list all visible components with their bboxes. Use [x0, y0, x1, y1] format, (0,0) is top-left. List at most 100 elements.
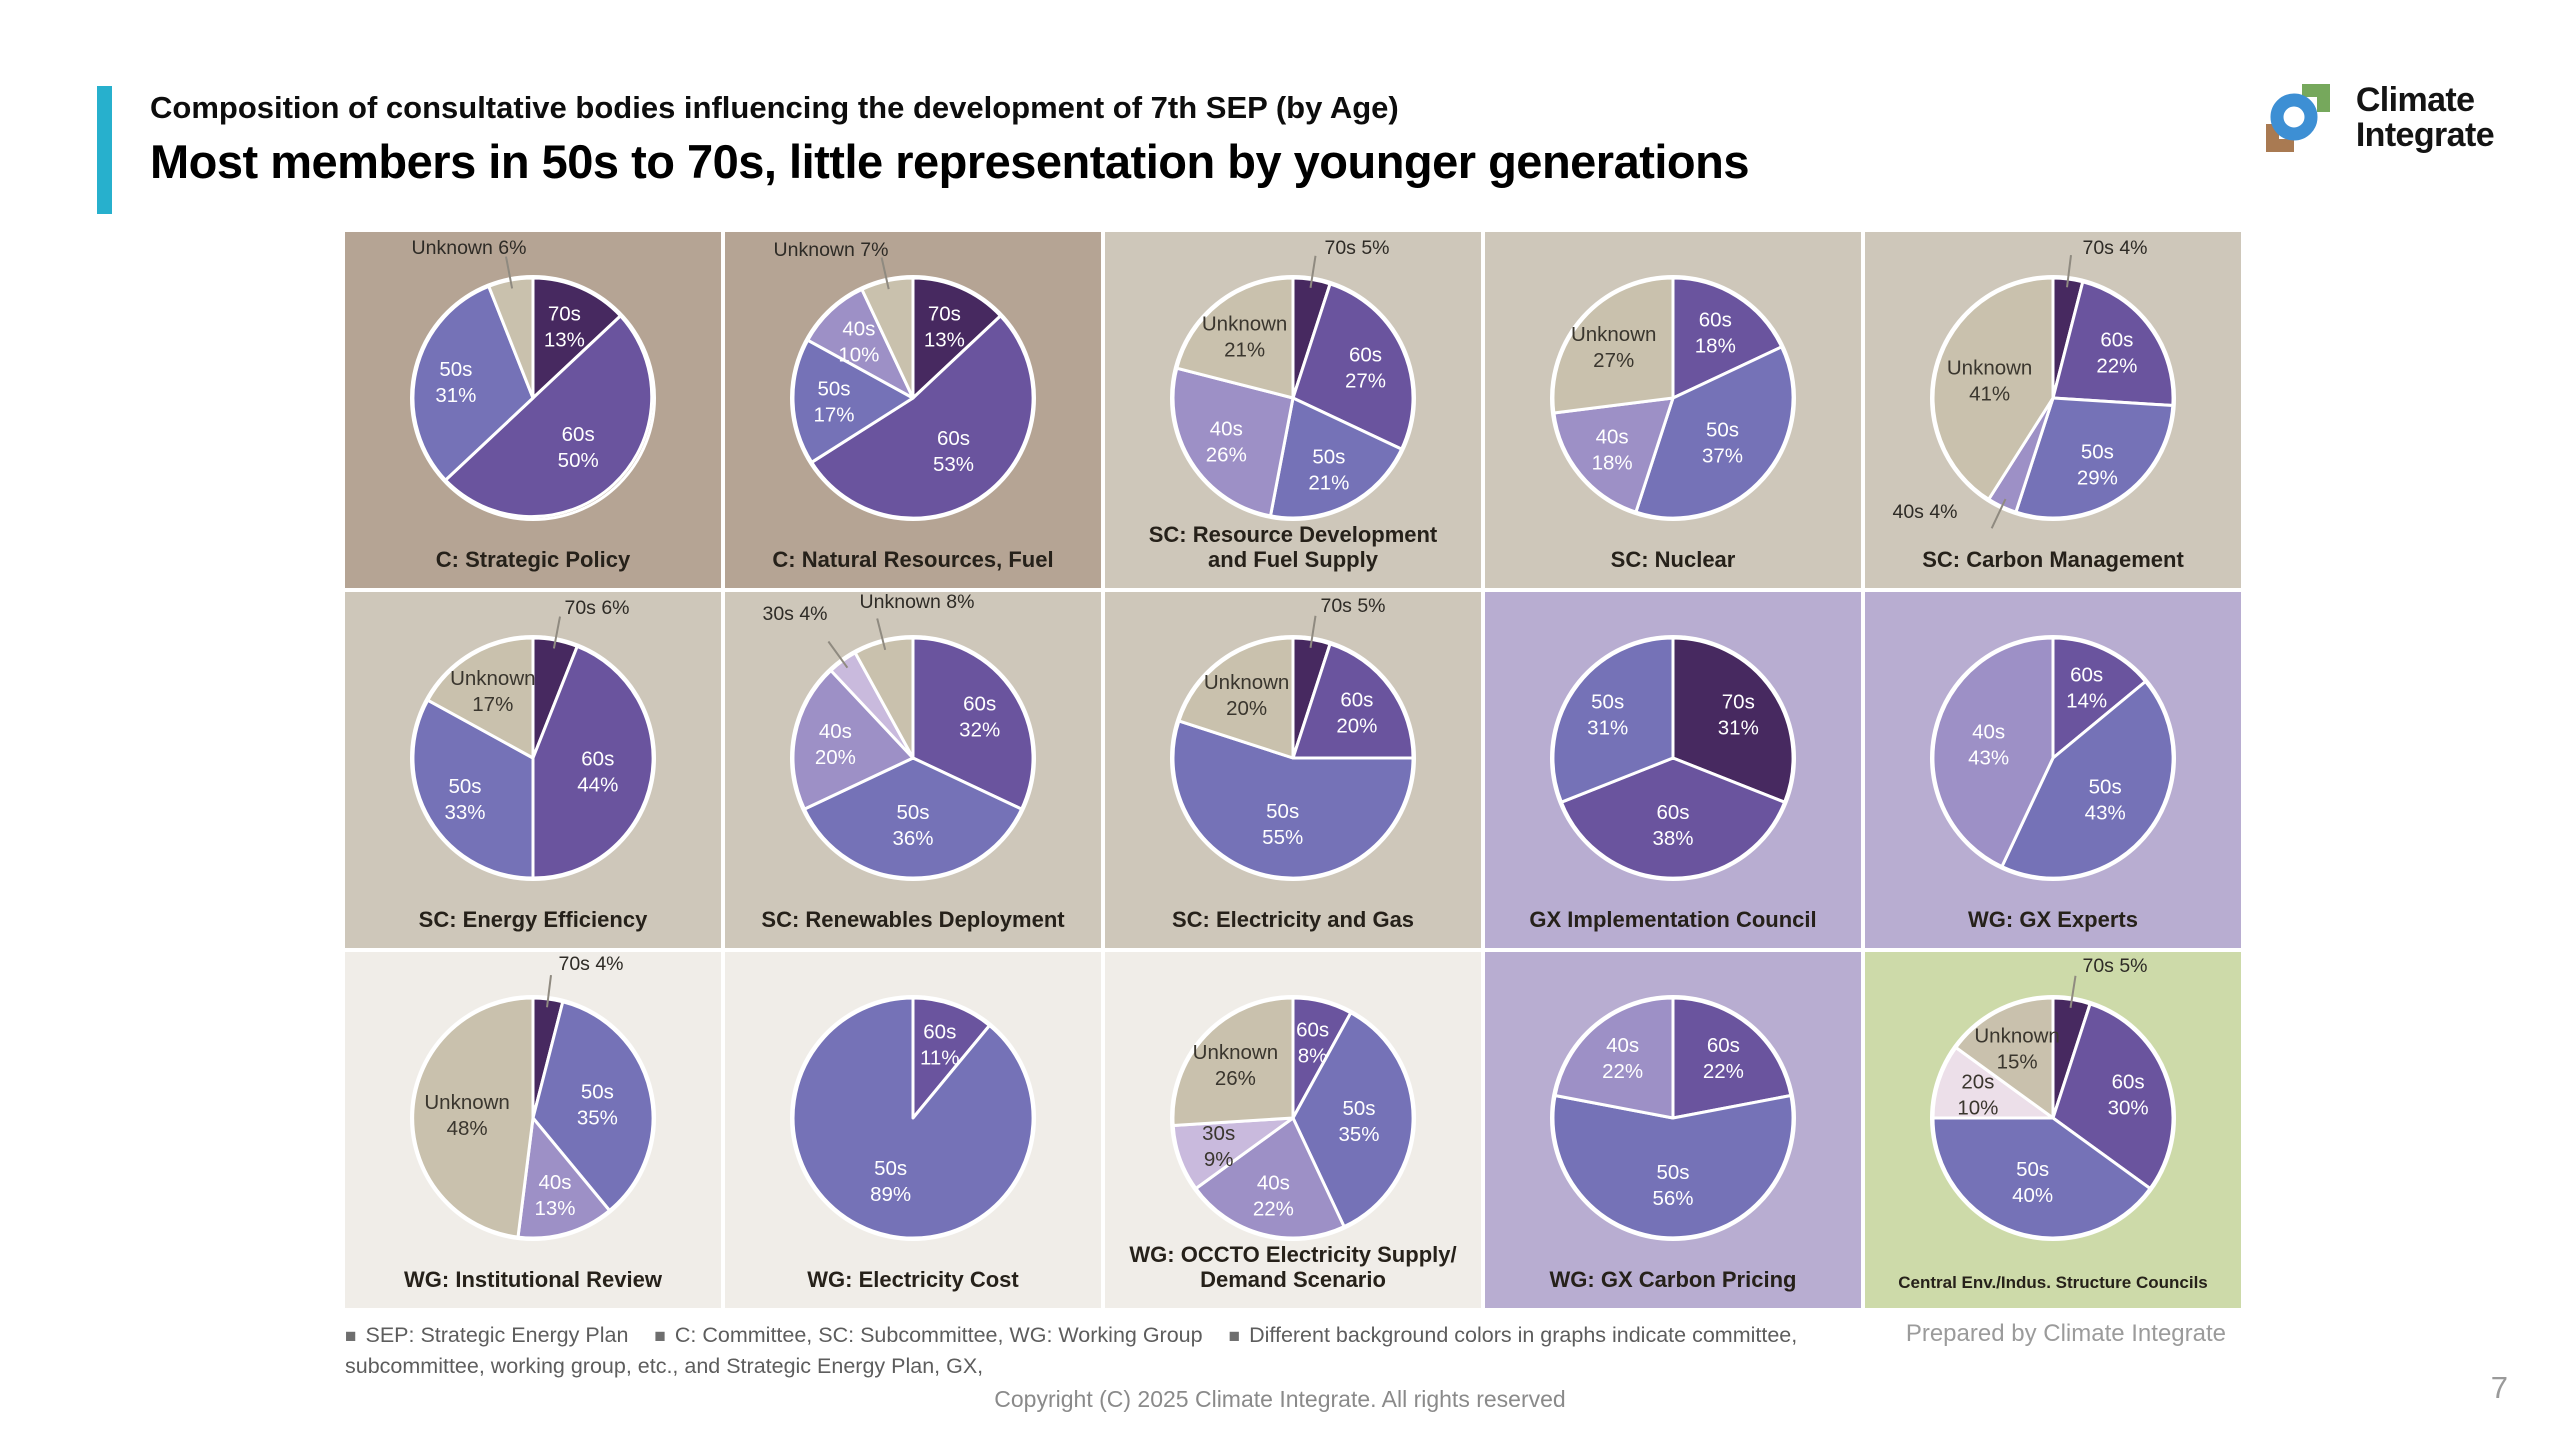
slice-label-inside: 60s 14% [2066, 664, 2107, 713]
slice-label-outside: 70s 4% [2082, 237, 2147, 259]
legend-square-icon: ■ [345, 1326, 357, 1347]
pie-chart: 70s 5% 60s 27% 50s 21% 40s 26% Unknown 21% [1170, 237, 1416, 521]
logo-line1: Climate [2355, 80, 2475, 119]
footnote-item: ■ C: Committee, SC: Subcommittee, WG: Wor… [654, 1323, 1202, 1347]
label-leader-line [827, 640, 849, 669]
pie-slice-40s [791, 669, 915, 811]
pie-slice-60s [1291, 642, 1415, 760]
label-leader-line [546, 974, 552, 1008]
pie-chart: 70s 31% 60s 38% 50s 31% [1550, 635, 1796, 881]
label-leader-line [1309, 615, 1317, 648]
slice-label-inside: 40s 22% [1602, 1034, 1643, 1083]
pie-chart: 70s 4% 60s 22% 50s 29% 40s 4% Unknown 41% [1892, 237, 2176, 529]
slice-label-inside: 60s 18% [1695, 308, 1736, 357]
prepared-by: Prepared by Climate Integrate [1905, 1320, 2226, 1347]
slice-label-inside: 50s 89% [870, 1157, 911, 1206]
chart-cell: 70s 13% 60s 50% 50s 31% Unknown 6% C: Strategic… [345, 232, 721, 588]
accent-bar [97, 86, 112, 214]
slice-label-inside: 50s 31% [435, 358, 476, 407]
chart-title: WG: Electricity Cost [807, 1266, 1019, 1292]
chart-title: C: Natural Resources, Fuel [772, 546, 1054, 572]
pie-chart: 70s 5% 60s 30% 50s 40% 20s 10%Unknown 15% [1930, 955, 2176, 1241]
slice-label-inside: Unknown 15% [1974, 1025, 2059, 1074]
slice-label-inside: 50s 35% [577, 1081, 618, 1130]
pie-slice-unknown [426, 636, 535, 760]
slice-label-inside: 50s 36% [892, 801, 933, 850]
chart-cell: 60s 32% 50s 36% 40s 20% 30s 4% Unknown 8% SC: Re… [725, 592, 1101, 948]
slice-label-inside: 30s 9% [1202, 1122, 1235, 1171]
page-title: Most members in 50s to 70s, little repre… [150, 135, 1750, 188]
slice-label-inside: Unknown 17% [450, 667, 535, 716]
pie-slice-60s [1291, 282, 1415, 451]
pie-slice-50s [791, 338, 915, 464]
slice-label-outside: 30s 4% [762, 603, 827, 625]
slice-label-outside: Unknown 8% [860, 592, 975, 613]
slice-label-inside: 60s 50% [558, 423, 599, 472]
slice-label-inside: Unknown 41% [1947, 357, 2032, 406]
logo-text: Climate Integrate [2355, 80, 2495, 154]
pie-slice-60s [444, 314, 654, 519]
chart-cell: 70s 13% 60s 53% 50s 17% 40s 10% Unknown 7% C: Nat… [725, 232, 1101, 588]
chart-title: Central Env./Indus. Structure Councils [1898, 1272, 2208, 1292]
label-leader-line [876, 618, 887, 651]
slice-label-inside: 50s 29% [2077, 440, 2118, 489]
chart-cell: 70s 31% 60s 38% 50s 31% GX Implementation Coun… [1485, 592, 1861, 948]
charts-grid: 70s 13% 60s 50% 50s 31% Unknown 6% C: Strategic… [345, 232, 2241, 1308]
pie-slice-50s [1551, 1094, 1795, 1240]
slice-label-inside: 40s 13% [534, 1171, 575, 1220]
slice-label-outside: 70s 6% [564, 597, 629, 619]
chart-cell: 60s 8% 50s 35% 40s 22% 30s 9% Unknown 26% WG: OCCT… [1105, 952, 1481, 1308]
pie-chart: 70s 13% 60s 53% 50s 17% 40s 10% Unknown 7% [774, 239, 1036, 521]
pie-slice-60s [2051, 280, 2175, 407]
pie-chart: 60s 18% 50s 37% 40s 18% Unknown 27% [1550, 275, 1796, 521]
pie-slice-unknown [1177, 636, 1295, 760]
pie-slice-unknown [1175, 276, 1295, 400]
pie-slice-60s [1671, 996, 1793, 1120]
slice-label-inside: 50s 17% [813, 378, 854, 427]
chart-title: WG: GX Experts [1968, 906, 2138, 932]
slice-label-inside: 60s 44% [577, 747, 618, 796]
chart-title: WG: Institutional Review [404, 1266, 662, 1292]
pie-slice-unknown [1551, 276, 1675, 415]
pie-chart: 60s 32% 50s 36% 40s 20% 30s 4% Unknown 8% [762, 592, 1036, 881]
chart-cell: 70s 6% 60s 44% 50s 33% Unknown 17% SC: Energy E… [345, 592, 721, 948]
slice-label-inside: 40s 22% [1253, 1172, 1294, 1221]
chart-cell: 70s 4% 50s 35% 40s 13% Unknown 48% WG: Institut… [345, 952, 721, 1308]
chart-title: SC: Carbon Management [1922, 546, 2184, 572]
slice-label-outside: 70s 5% [1324, 237, 1389, 259]
chart-cell: 70s 5% 60s 30% 50s 40% 20s 10% Unknown 15% Centra… [1865, 952, 2241, 1308]
slice-label-inside: Unknown 26% [1193, 1041, 1278, 1090]
pie-chart: 60s 11% 50s 89% [790, 995, 1036, 1241]
slice-label-outside: 70s 5% [2082, 955, 2147, 977]
pie-chart: 70s 6% 60s 44% 50s 33% Unknown 17% [410, 597, 656, 881]
chart-cell: 60s 14% 50s 43% 40s 43% WG: GX Experts [1865, 592, 2241, 948]
pie-slice-50s [791, 996, 1035, 1240]
chart-cell: 60s 18% 50s 37% 40s 18% Unknown 27% SC: Nuclear [1485, 232, 1861, 588]
slice-label-inside: 50s 21% [1308, 445, 1349, 494]
slice-label-inside: 50s 43% [2085, 776, 2126, 825]
pie-slice-40s [516, 1116, 611, 1240]
chart-title: SC: Energy Efficiency [418, 906, 648, 932]
footnote-text: SEP: Strategic Energy Plan [365, 1323, 629, 1347]
legend-square-icon: ■ [654, 1326, 666, 1347]
chart-title: SC: Nuclear [1610, 546, 1736, 572]
label-leader-line [880, 257, 890, 290]
climate-integrate-logo: Climate Integrate [2256, 76, 2495, 160]
slide-kicker: Composition of consultative bodies influ… [150, 90, 1399, 125]
pie-slice-unknown [1931, 276, 2055, 501]
footnote-item: ■ Different background colors in graphs i… [345, 1323, 1797, 1378]
chart-title: C: Strategic Policy [435, 546, 631, 572]
chart-title: SC: Electricity and Gas [1171, 906, 1415, 932]
chart-cell: 60s 22% 50s 56% 40s 22% WG: GX Carbon Pricing [1485, 952, 1861, 1308]
slice-label-inside: 40s 10% [838, 317, 879, 366]
slice-label-inside: 60s 22% [1703, 1034, 1744, 1083]
slice-label-inside: 20s 10% [1957, 1071, 1998, 1120]
pie-slice-60s [1671, 276, 1784, 400]
chart-cell: 70s 5% 60s 20% 50s 55% Unknown 20% SC: Electric… [1105, 592, 1481, 948]
chart-title: GX Implementation Council [1529, 906, 1817, 932]
chart-cell: 70s 5% 60s 27% 50s 21% 40s 26% Unknown 21% SC: Re… [1105, 232, 1481, 588]
pie-chart: 60s 8% 50s 35% 40s 22% 30s 9% Unknown 26% [1170, 995, 1416, 1241]
slice-label-inside: 60s 53% [933, 427, 974, 476]
pie-chart: 60s 14% 50s 43% 40s 43% [1930, 635, 2176, 881]
